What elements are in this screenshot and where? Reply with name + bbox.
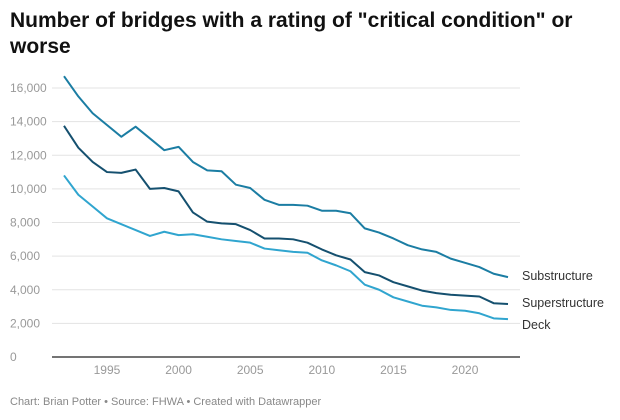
y-tick-label: 16,000	[10, 81, 47, 95]
chart-footer: Chart: Brian Potter • Source: FHWA • Cre…	[10, 396, 322, 408]
series-line-substructure	[63, 75, 509, 279]
y-tick-label: 2,000	[10, 316, 40, 330]
x-tick-label: 2000	[165, 363, 192, 377]
x-tick-label: 2015	[380, 363, 407, 377]
x-tick-label: 2020	[452, 363, 479, 377]
y-tick-label: 10,000	[10, 182, 47, 196]
y-tick-label: 8,000	[10, 216, 40, 230]
y-tick-label: 12,000	[10, 148, 47, 162]
chart-title: Number of bridges with a rating of "crit…	[10, 9, 573, 58]
series-label-superstructure: Superstructure	[522, 296, 604, 310]
y-tick-label: 6,000	[10, 249, 40, 263]
series-label-substructure: Substructure	[522, 269, 593, 283]
y-tick-label: 4,000	[10, 283, 40, 297]
x-tick-label: 1995	[94, 363, 121, 377]
x-tick-label: 2010	[308, 363, 335, 377]
x-tick-label: 2005	[237, 363, 264, 377]
y-tick-label: 0	[10, 350, 17, 364]
series-line-deck	[63, 174, 509, 321]
series-line-superstructure	[63, 125, 509, 306]
y-tick-label: 14,000	[10, 115, 47, 129]
series-label-deck: Deck	[522, 318, 551, 332]
